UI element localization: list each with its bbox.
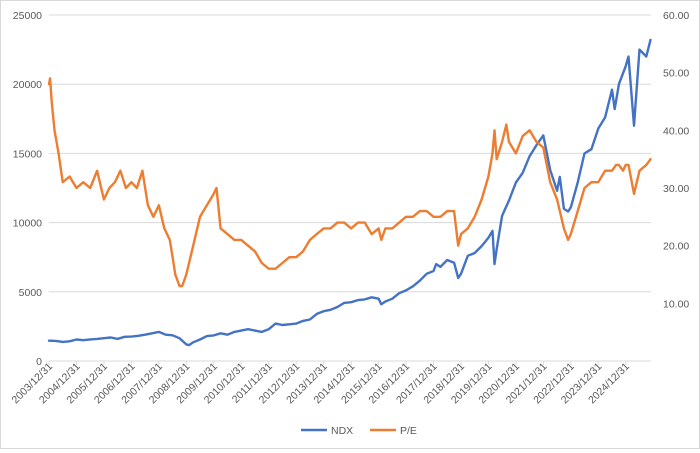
left-tick-label: 0 (36, 356, 42, 368)
legend: NDX P/E (301, 425, 417, 437)
left-tick-label: 5000 (19, 287, 43, 299)
left-axis-ticks: 0 5000 10000 15000 20000 25000 (13, 10, 42, 368)
series-lines (47, 38, 652, 347)
right-tick-label: 40.00 (663, 125, 689, 137)
right-tick-label: 50.00 (663, 68, 689, 80)
right-tick-label: 10.00 (663, 298, 689, 310)
legend-label-pe: P/E (400, 425, 417, 437)
left-tick-label: 15000 (13, 148, 42, 160)
left-tick-label: 20000 (13, 79, 42, 91)
x-axis-ticks: 2003/12/312004/12/312005/12/312006/12/31… (9, 361, 631, 407)
left-tick-label: 25000 (13, 10, 42, 22)
legend-label-ndx: NDX (331, 425, 353, 437)
right-tick-label: 20.00 (663, 241, 689, 253)
gridlines (49, 14, 651, 362)
left-tick-label: 10000 (13, 218, 42, 230)
pe-series-line (47, 77, 652, 288)
right-tick-label: 30.00 (663, 183, 689, 195)
ndx-series-line (47, 38, 652, 347)
right-tick-label: 60.00 (663, 10, 689, 22)
right-axis-ticks: 10.00 20.00 30.00 40.00 50.00 60.00 (663, 10, 689, 310)
